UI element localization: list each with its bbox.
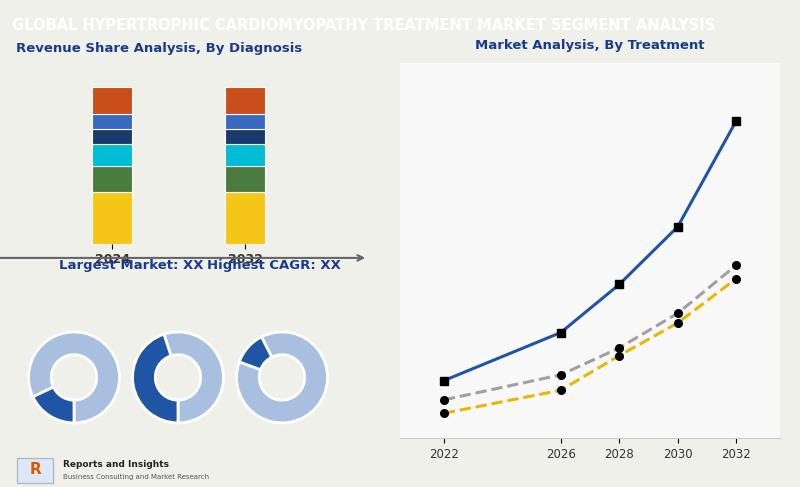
- Text: Highest CAGR: XX: Highest CAGR: XX: [206, 259, 341, 272]
- Wedge shape: [237, 332, 327, 423]
- Title: Market Analysis, By Treatment: Market Analysis, By Treatment: [475, 39, 705, 53]
- Text: Reports and Insights: Reports and Insights: [62, 460, 169, 468]
- Bar: [92, 87, 132, 114]
- Wedge shape: [239, 337, 272, 370]
- Bar: [226, 192, 266, 244]
- Text: GLOBAL HYPERTROPHIC CARDIOMYOPATHY TREATMENT MARKET SEGMENT ANALYSIS: GLOBAL HYPERTROPHIC CARDIOMYOPATHY TREAT…: [12, 18, 715, 33]
- Bar: [226, 166, 266, 192]
- Bar: [92, 114, 132, 129]
- Bar: [226, 129, 266, 144]
- Bar: [226, 87, 266, 114]
- Text: Business Consulting and Market Research: Business Consulting and Market Research: [62, 474, 209, 480]
- Bar: [92, 166, 132, 192]
- Bar: [92, 144, 132, 166]
- Bar: [226, 114, 266, 129]
- Wedge shape: [29, 332, 119, 423]
- Wedge shape: [33, 387, 74, 423]
- Bar: [92, 192, 132, 244]
- Wedge shape: [133, 334, 178, 423]
- Text: R: R: [30, 463, 41, 477]
- Bar: [226, 144, 266, 166]
- Wedge shape: [164, 332, 223, 423]
- Text: Revenue Share Analysis, By Diagnosis: Revenue Share Analysis, By Diagnosis: [16, 42, 302, 55]
- Bar: [92, 129, 132, 144]
- FancyBboxPatch shape: [17, 458, 54, 484]
- Text: Largest Market: XX: Largest Market: XX: [59, 259, 203, 272]
